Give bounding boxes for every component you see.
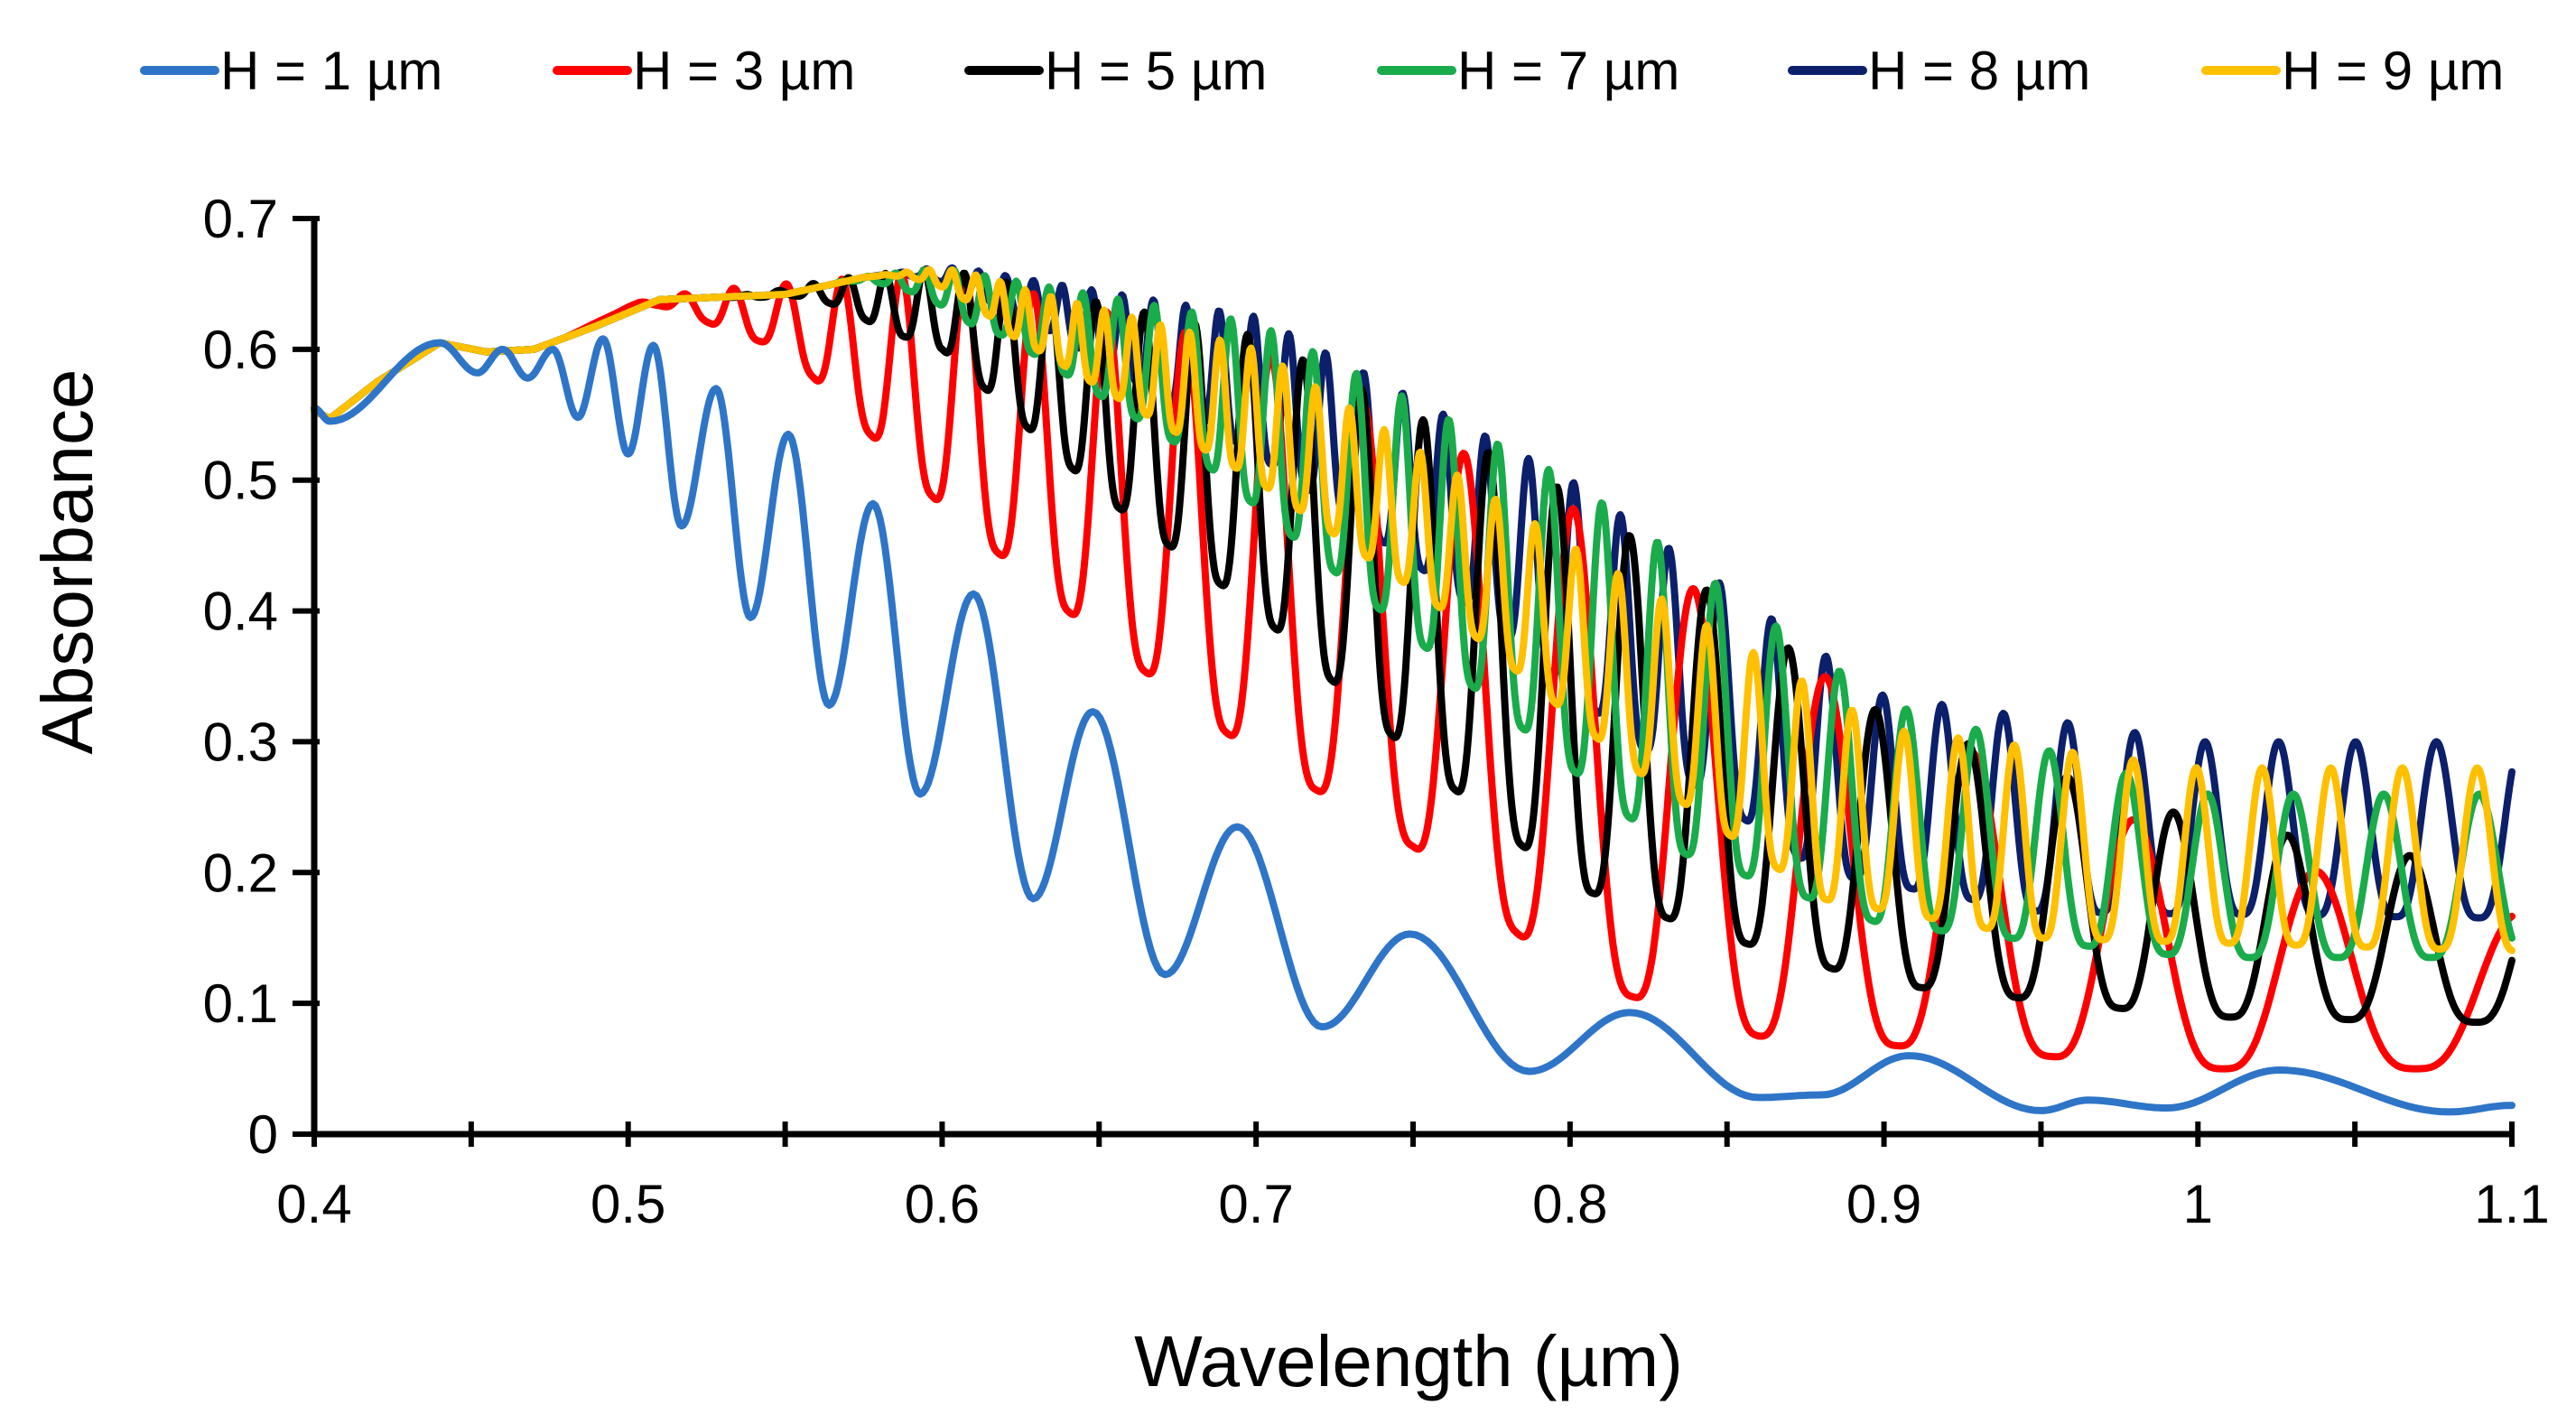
y-tick-label: 0.4 [203, 582, 278, 642]
y-tick-label: 0.2 [203, 842, 278, 903]
y-ticks: 0 0.1 0.2 0.3 0.4 0.5 0.6 0.7 [203, 189, 320, 1165]
x-tick-label: 1.1 [2474, 1174, 2549, 1234]
x-tick-label: 0.5 [591, 1174, 665, 1234]
legend-label: H = 1 µm [220, 41, 442, 101]
x-tick-label: 0.9 [1846, 1174, 1921, 1234]
x-tick-label: 0.7 [1218, 1174, 1293, 1234]
y-tick-label: 0.6 [203, 320, 278, 380]
series-line-h1um [311, 335, 2516, 1116]
y-tick-label: 0 [248, 1104, 278, 1165]
y-tick-label: 0.5 [203, 451, 278, 511]
legend-label: H = 7 µm [1457, 41, 1679, 101]
x-ticks: 0.4 0.5 0.6 0.7 0.8 0.9 1 1.1 [276, 1122, 2550, 1234]
x-axis-title: Wavelength (µm) [1134, 1321, 1683, 1401]
x-tick-label: 0.4 [276, 1174, 351, 1234]
y-tick-label: 0.1 [203, 973, 278, 1034]
legend-label: H = 8 µm [1868, 41, 2090, 101]
x-tick-label: 0.8 [1532, 1174, 1607, 1234]
legend: H = 1 µm H = 3 µm H = 5 µm H = 7 µm H = 8 µm… [140, 41, 2504, 101]
legend-label: H = 5 µm [1045, 41, 1267, 101]
x-tick-label: 0.6 [905, 1174, 980, 1234]
y-axis-title: Absorbance [27, 369, 107, 755]
legend-label: H = 9 µm [2282, 41, 2504, 101]
axes: 0.4 0.5 0.6 0.7 0.8 0.9 1 1.1 00.10.20.30.40.50… [203, 189, 2550, 1234]
series-line-h9um [311, 265, 2516, 954]
legend-label: H = 3 µm [633, 41, 855, 101]
series-layer [311, 264, 2516, 1116]
y-tick-label: 0.3 [203, 712, 278, 772]
y-tick-label: 0.7 [203, 189, 278, 249]
x-tick-label: 1 [2183, 1174, 2213, 1234]
